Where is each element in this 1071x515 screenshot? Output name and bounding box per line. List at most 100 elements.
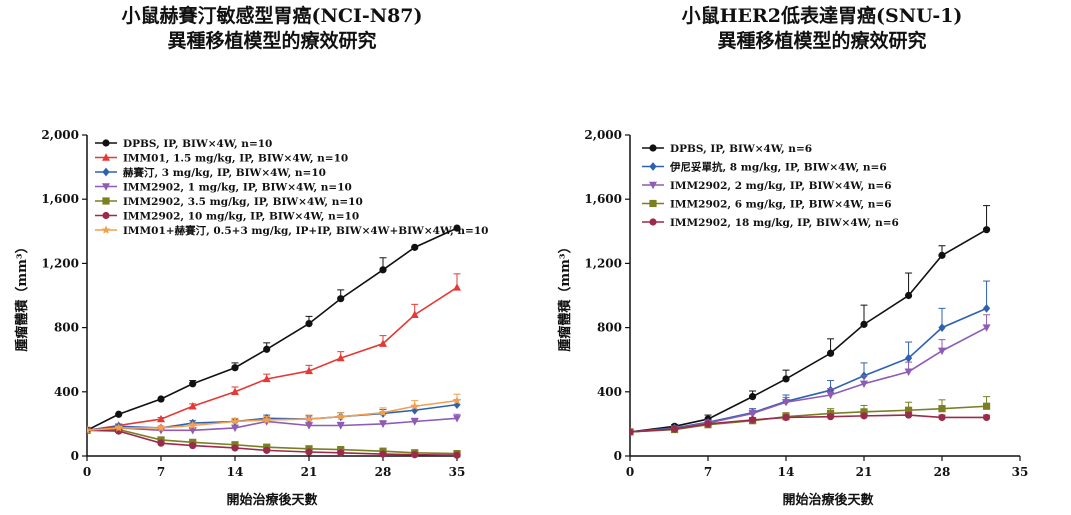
left-data-point: [231, 364, 239, 372]
right-x-tick-label: 14: [778, 465, 795, 479]
left-x-tick-label: 35: [449, 465, 466, 479]
right-series-line: [630, 414, 987, 433]
left-data-point: [379, 266, 387, 274]
right-data-point: [904, 406, 913, 414]
right-data-point: [826, 391, 835, 400]
left-data-point: [305, 366, 313, 375]
right-legend-label: DPBS, IP, BIW×4W, n=6: [670, 143, 812, 155]
left-y-tick-label: 1,200: [41, 256, 79, 270]
right-data-point: [938, 251, 946, 259]
left-chart-plot: 0 400 800 1,200 1,600 2,000 0 7 14 21 28 35 DPBS, IP…: [41, 128, 488, 479]
right-legend: DPBS, IP, BIW×4W, n=6 伊尼妥單抗, 8 mg/kg, IP,…: [642, 143, 899, 229]
left-series-line: [87, 227, 458, 432]
right-data-point: [670, 425, 679, 433]
left-data-point: [157, 395, 165, 403]
left-data-point: [263, 446, 271, 454]
left-data-point: [304, 414, 314, 423]
left-data-point: [336, 353, 345, 362]
left-series-0: [87, 224, 461, 434]
left-legend-label: DPBS, IP, BIW×4W, n=10: [123, 138, 272, 150]
left-data-point: [231, 424, 239, 433]
right-legend-marker: [649, 162, 657, 171]
right-data-point: [904, 291, 913, 300]
left-data-point: [189, 380, 197, 388]
left-data-point: [379, 339, 387, 347]
left-chart-title: 小鼠赫賽汀敏感型胃癌(NCI-N87): [121, 4, 422, 27]
right-legend-label: IMM2902, 6 mg/kg, IP, BIW×4W, n=6: [670, 199, 892, 211]
right-data-point: [826, 413, 835, 421]
right-data-point: [630, 428, 634, 436]
left-legend-marker: [101, 225, 111, 234]
left-data-point: [157, 439, 165, 447]
right-data-point: [982, 324, 991, 332]
left-data-point: [305, 319, 313, 328]
left-legend-marker: [102, 211, 110, 220]
right-data-point: [782, 375, 790, 383]
right-series-1: [630, 280, 991, 437]
right-data-point: [826, 349, 835, 357]
left-data-point: [336, 412, 346, 421]
left-data-point: [411, 451, 419, 459]
left-data-point: [305, 422, 313, 430]
right-y-tick-label: 800: [597, 321, 622, 335]
left-series-4: [87, 425, 461, 458]
left-data-point: [452, 396, 462, 405]
right-data-point: [982, 226, 991, 234]
right-data-point: [860, 412, 868, 420]
left-data-point: [453, 451, 461, 459]
left-x-axis-label: 開始治療後天數: [226, 492, 317, 508]
right-x-tick-label: 35: [1012, 465, 1029, 479]
right-data-point: [982, 402, 991, 410]
right-data-point: [982, 413, 991, 422]
left-data-point: [453, 224, 461, 232]
left-data-point: [114, 423, 124, 432]
left-y-tick-label: 1,600: [41, 192, 79, 206]
right-data-point: [938, 405, 946, 413]
right-data-point: [904, 368, 913, 376]
left-data-point: [305, 448, 313, 456]
left-data-point: [188, 420, 198, 430]
right-legend-label: 伊尼妥單抗, 8 mg/kg, IP, BIW×4W, n=6: [669, 161, 887, 174]
left-data-point: [87, 425, 92, 435]
left-data-point: [410, 310, 419, 318]
left-data-point: [115, 410, 123, 418]
left-legend: DPBS, IP, BIW×4W, n=10 IMM01, 1.5 mg/kg, …: [95, 138, 488, 237]
left-legend-label: IMM2902, 1 mg/kg, IP, BIW×4W, n=10: [123, 182, 352, 194]
right-x-tick-label: 28: [934, 465, 951, 479]
left-legend-label: IMM2902, 10 mg/kg, IP, BIW×4W, n=10: [123, 211, 359, 223]
left-legend-marker: [102, 167, 110, 177]
left-data-point: [262, 415, 272, 424]
left-legend-marker: [102, 139, 110, 147]
right-data-point: [782, 413, 790, 422]
right-data-point: [938, 413, 946, 422]
right-data-point: [904, 411, 913, 419]
left-legend-marker: [102, 197, 110, 205]
right-data-point: [938, 347, 946, 356]
right-x-tick-label: 21: [856, 465, 873, 479]
right-data-point: [748, 393, 757, 401]
left-y-tick-label: 0: [71, 449, 79, 463]
left-data-point: [337, 449, 345, 457]
left-legend-marker: [102, 183, 110, 191]
left-x-tick-label: 14: [227, 465, 244, 479]
right-y-tick-label: 400: [597, 385, 622, 399]
left-data-point: [231, 387, 239, 395]
right-series-4: [630, 411, 991, 436]
left-data-point: [453, 283, 461, 291]
left-data-point: [336, 422, 345, 430]
right-legend-marker: [649, 218, 657, 226]
left-legend-marker: [102, 153, 110, 161]
left-data-point: [337, 295, 345, 303]
left-legend-label: IMM01, 1.5 mg/kg, IP, BIW×4W, n=10: [123, 153, 348, 165]
right-data-point: [748, 416, 757, 424]
right-data-point: [860, 320, 868, 328]
right-legend-label: IMM2902, 2 mg/kg, IP, BIW×4W, n=6: [670, 180, 892, 192]
left-x-tick-label: 7: [157, 465, 165, 479]
left-series-6: [87, 393, 462, 435]
left-x-tick-label: 0: [83, 465, 91, 479]
right-data-point: [860, 408, 868, 416]
left-data-point: [410, 401, 420, 410]
right-chart-subtitle: 異種移植模型的療效研究: [717, 29, 926, 52]
right-legend-marker: [649, 144, 657, 152]
